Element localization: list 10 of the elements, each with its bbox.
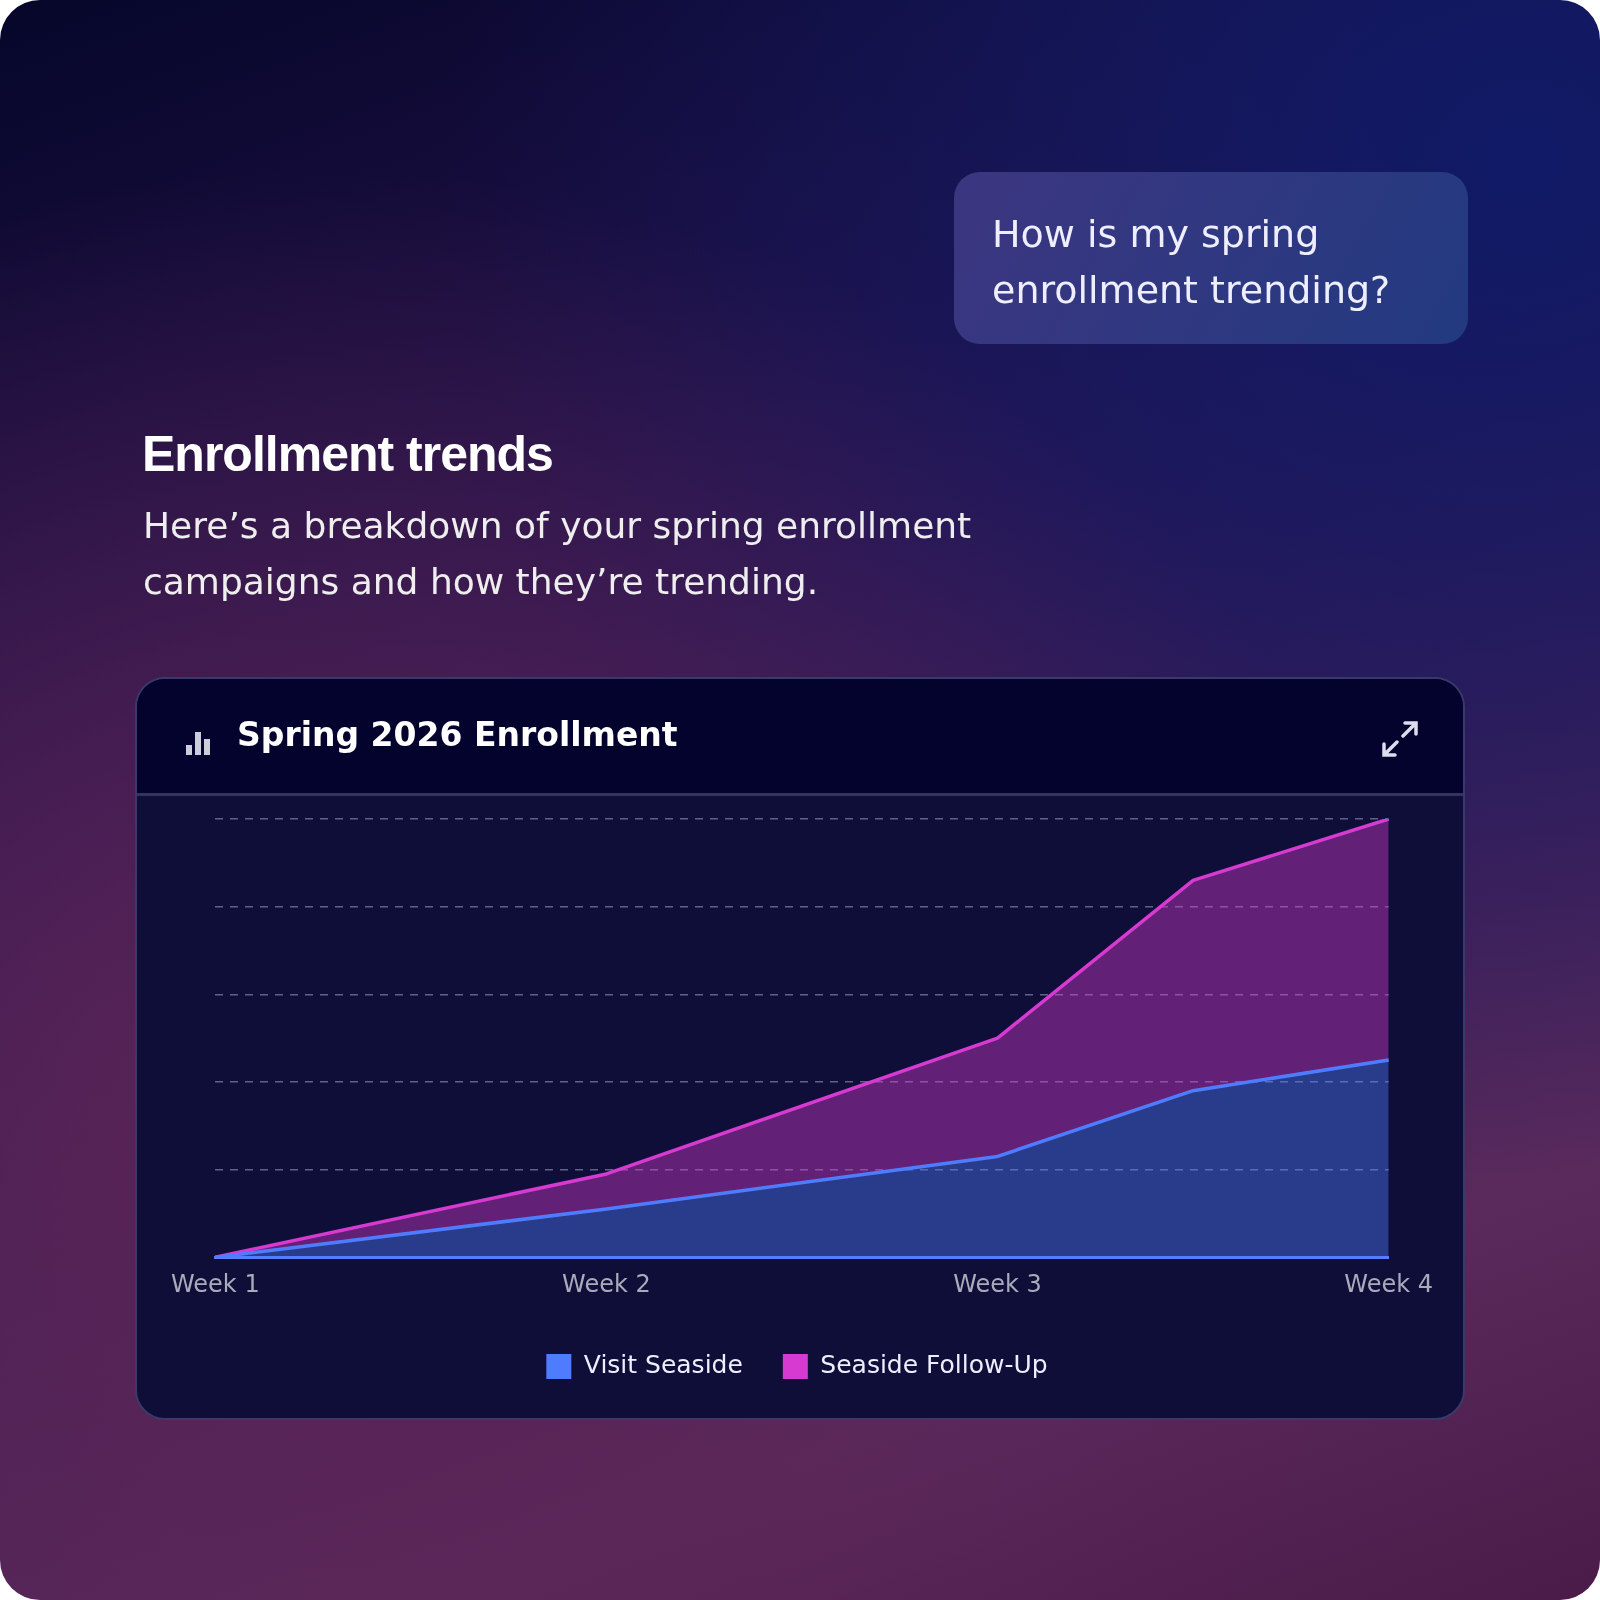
x-tick-label: Week 2 — [562, 1269, 651, 1298]
x-tick-label: Week 1 — [171, 1269, 260, 1298]
chart-title: Enrollment trends — [142, 425, 553, 483]
text: Spring 2026 Enrollment — [237, 715, 678, 754]
text: How is my spring enrollment trending? — [954, 172, 1468, 344]
x-tick-label: Week 4 — [1344, 1269, 1433, 1298]
x-tick-label: Week 3 — [953, 1269, 1042, 1298]
legend-label: Visit Seaside — [583, 1350, 743, 1379]
legend-label: Seaside Follow-Up — [820, 1350, 1048, 1379]
chart-subtitle: Here’s a breakdown of your spring enrollment campaigns and how they’re trending. — [143, 504, 973, 604]
